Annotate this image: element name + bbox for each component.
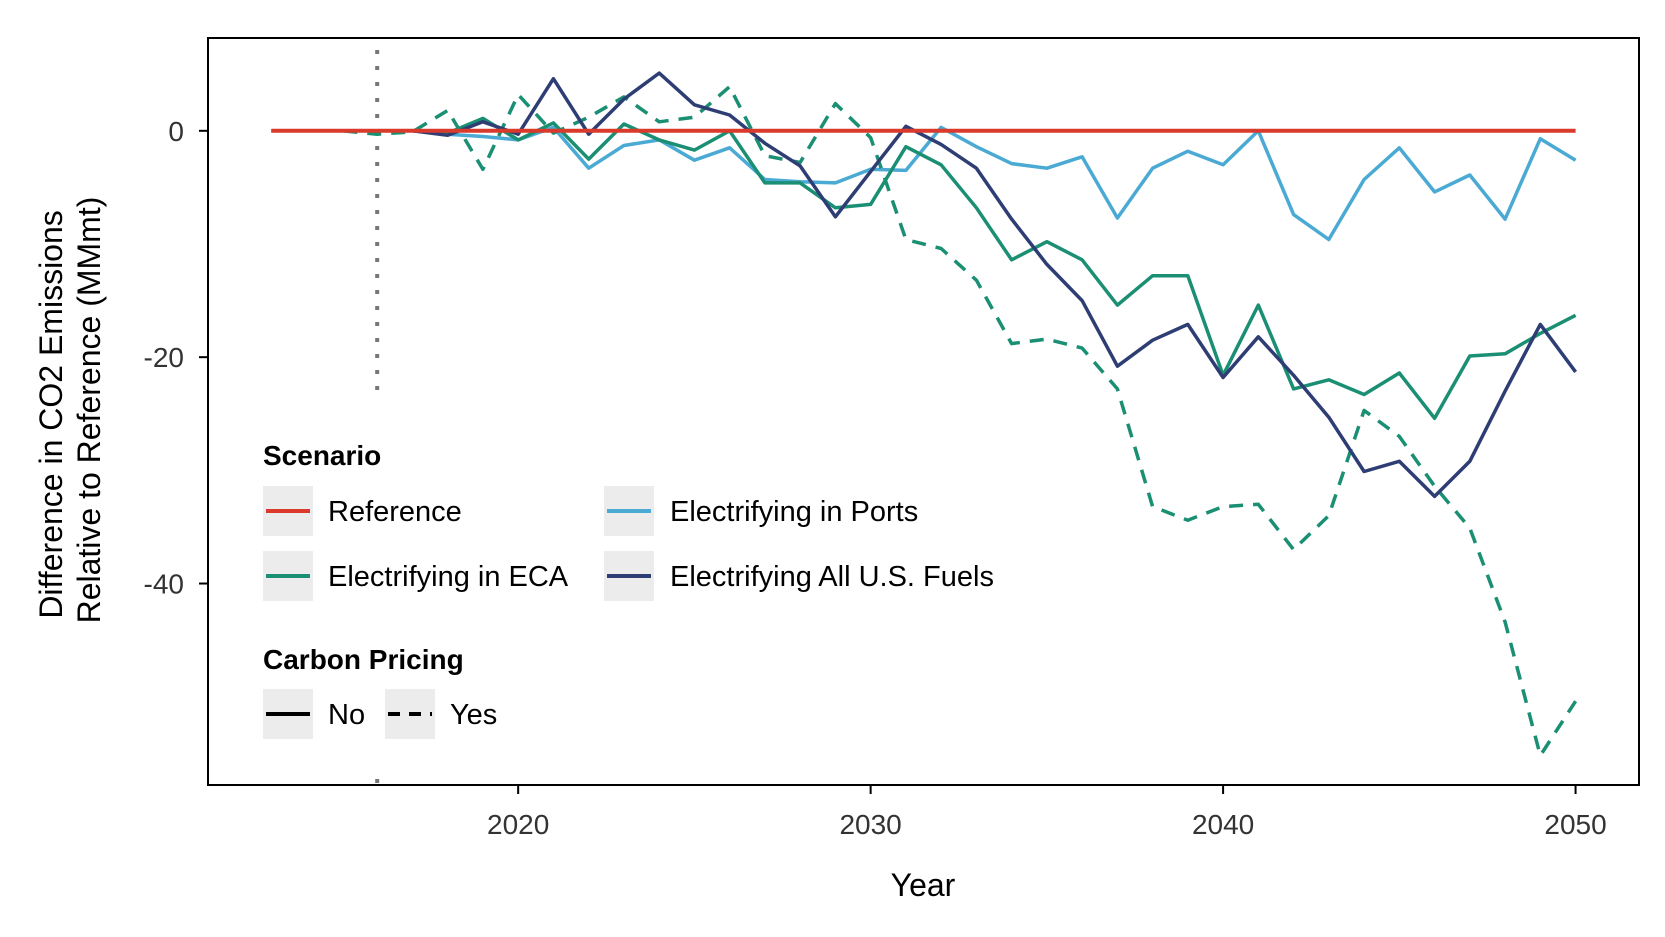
legend-label-all-us-fuels[interactable]: Electrifying All U.S. Fuels <box>670 561 994 593</box>
x-tick-label: 2020 <box>487 809 549 840</box>
legend-label-yes[interactable]: Yes <box>450 699 497 731</box>
y-tick-label: 0 <box>168 116 184 147</box>
y-axis-title: Difference in CO2 Emissions Relative to … <box>33 197 107 624</box>
legend-label-ports[interactable]: Electrifying in Ports <box>670 496 918 528</box>
series-line-electrifying-in-eca-carbon-pricing[interactable] <box>271 87 1575 756</box>
y-tick-label: -20 <box>144 342 184 373</box>
legend-title-scenario: Scenario <box>263 440 381 471</box>
y-axis-title-line-2: Relative to Reference (MMmt) <box>71 197 107 624</box>
series-layer <box>271 73 1575 756</box>
legend: Scenario Reference Electrifying in Ports… <box>263 440 994 739</box>
y-tick-label: -40 <box>144 569 184 600</box>
legend-label-reference[interactable]: Reference <box>328 496 462 528</box>
y-axis: 0 -20 -40 <box>144 116 208 600</box>
x-axis-title: Year <box>891 867 956 903</box>
x-axis: 2020 2030 2040 2050 <box>487 785 1607 840</box>
x-tick-label: 2050 <box>1544 809 1606 840</box>
x-tick-label: 2030 <box>839 809 901 840</box>
x-tick-label: 2040 <box>1192 809 1254 840</box>
legend-label-eca[interactable]: Electrifying in ECA <box>328 561 569 593</box>
y-axis-title-line-1: Difference in CO2 Emissions <box>33 210 69 618</box>
legend-label-no[interactable]: No <box>328 699 365 731</box>
legend-title-carbon-pricing: Carbon Pricing <box>263 644 464 675</box>
